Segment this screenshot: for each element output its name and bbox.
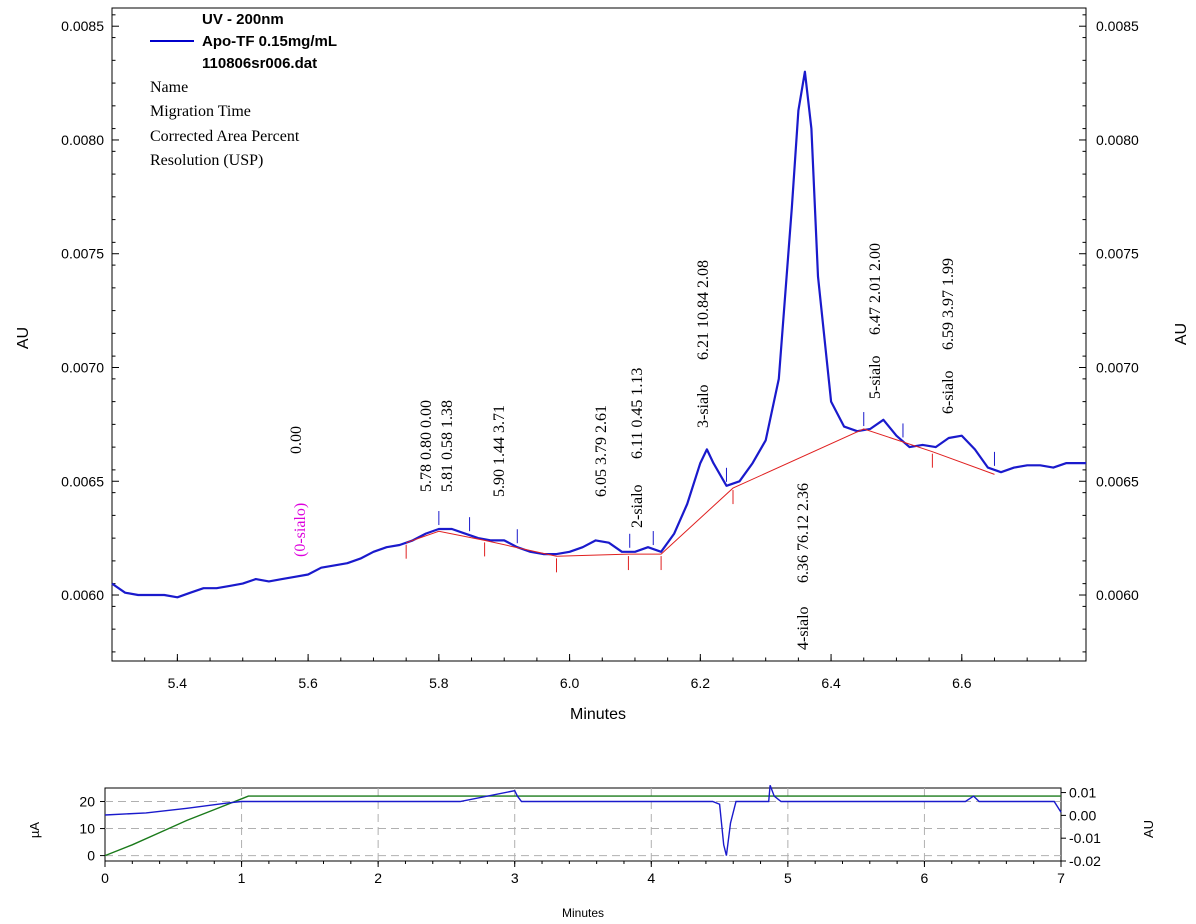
y-tick-label: 0.0085 xyxy=(61,18,104,34)
peak-values-4-sialo: 6.36 76.12 2.36 xyxy=(795,483,812,583)
y-tick-label: 0.0060 xyxy=(61,587,104,603)
overview-x-axis-label: Minutes xyxy=(562,906,604,920)
overview-y-tick-label: 0 xyxy=(87,848,95,864)
overview-y-tick-label: 20 xyxy=(79,794,95,810)
legend-field-resolution: Resolution (USP) xyxy=(150,152,263,169)
peak-annotations: (0-sialo) 0.00 5.78 0.80 0.00 5.81 0.58 1.3… xyxy=(288,243,957,650)
baseline-line xyxy=(406,428,995,557)
peak-label-3-sialo: 3-sialo xyxy=(695,384,712,428)
main-x-axis-label: Minutes xyxy=(570,706,626,723)
x-tick-label: 6.2 xyxy=(691,675,711,691)
main-series-lines xyxy=(111,70,1086,599)
peak-values-5-81: 5.81 0.58 1.38 xyxy=(439,400,456,492)
main-x-axis: 5.4 5.6 5.8 6.0 6.2 6.4 6.6 xyxy=(111,654,1061,691)
x-tick-label: 6.6 xyxy=(952,675,972,691)
main-y-axis: 0.0060 0.0060 0.0065 0.0065 0.0070 0.0070 0.00… xyxy=(61,14,1139,653)
overview-x-tick-label: 2 xyxy=(374,870,382,886)
overview-y-tick-label: 10 xyxy=(79,821,95,837)
legend: UV - 200nm Apo-TF 0.15mg/mL 110806sr006.… xyxy=(150,11,337,169)
x-tick-label: 5.8 xyxy=(429,675,449,691)
peak-values-5-90: 5.90 1.44 3.71 xyxy=(491,405,508,497)
peak-label-6-sialo: 6-sialo xyxy=(940,370,957,414)
overview-x-tick-label: 0 xyxy=(101,870,109,886)
peak-values-0-sialo: 0.00 xyxy=(288,426,305,454)
peak-values-5-78: 5.78 0.80 0.00 xyxy=(418,400,435,492)
y-tick-label: 0.0070 xyxy=(61,359,104,375)
current-trace-line xyxy=(104,795,1061,857)
overview-y-axis-left: 0 10 20 xyxy=(79,794,105,864)
overview-plot-frame xyxy=(104,787,1062,862)
legend-field-area-percent: Corrected Area Percent xyxy=(150,128,300,145)
peak-label-0-sialo: (0-sialo) xyxy=(292,503,309,557)
peak-values-5-sialo: 6.47 2.01 2.00 xyxy=(867,243,884,335)
y-tick-label: 0.0075 xyxy=(61,246,104,262)
overview-au-trace-line xyxy=(104,785,1062,856)
y-tick-label: 0.0080 xyxy=(61,132,104,148)
overview-series-lines xyxy=(104,785,1062,857)
peak-label-5-sialo: 5-sialo xyxy=(867,355,884,399)
legend-detector: UV - 200nm xyxy=(202,11,284,28)
main-y-axis-label-right: AU xyxy=(1173,323,1190,345)
overview-y-axis-label-right: AU xyxy=(1141,820,1156,838)
x-tick-label: 6.0 xyxy=(560,675,580,691)
legend-sample: Apo-TF 0.15mg/mL xyxy=(202,33,337,50)
overview-x-tick-label: 4 xyxy=(647,870,655,886)
y-tick-label-right: 0.0085 xyxy=(1096,18,1139,34)
overview-x-axis: 0 1 2 3 4 5 6 7 xyxy=(101,861,1065,886)
legend-field-name: Name xyxy=(150,79,188,96)
overview-x-tick-label: 3 xyxy=(511,870,519,886)
main-plot-frame xyxy=(111,7,1087,662)
overview-x-tick-label: 7 xyxy=(1057,870,1065,886)
peak-values-6-05: 6.05 3.79 2.61 xyxy=(593,405,610,497)
peak-label-4-sialo: 4-sialo xyxy=(795,606,812,650)
y-tick-label-right: 0.0070 xyxy=(1096,359,1139,375)
x-tick-label: 5.4 xyxy=(168,675,188,691)
y-tick-label-right: 0.0080 xyxy=(1096,132,1139,148)
peak-values-2-sialo: 6.11 0.45 1.13 xyxy=(629,368,646,459)
overview-y-tick-label-right: 0.00 xyxy=(1069,807,1096,823)
main-y-axis-label: AU xyxy=(15,327,32,349)
overview-y-axis-label: µA xyxy=(27,822,42,838)
legend-file: 110806sr006.dat xyxy=(202,55,317,72)
overview-y-axis-right: 0.01 0.00 -0.01 -0.02 xyxy=(1061,785,1101,869)
y-tick-label-right: 0.0075 xyxy=(1096,246,1139,262)
overview-x-tick-label: 6 xyxy=(921,870,929,886)
overview-y-tick-label-right: -0.01 xyxy=(1069,830,1101,846)
overview-x-tick-label: 5 xyxy=(784,870,792,886)
peak-values-6-sialo: 6.59 3.97 1.99 xyxy=(940,258,957,350)
x-tick-label: 6.4 xyxy=(821,675,841,691)
overview-grid xyxy=(105,788,1061,861)
peak-markers xyxy=(405,412,995,573)
au-trace-line xyxy=(111,70,1086,599)
peak-values-3-sialo: 6.21 10.84 2.08 xyxy=(695,260,712,360)
y-tick-label-right: 0.0065 xyxy=(1096,473,1139,489)
overview-x-tick-label: 1 xyxy=(238,870,246,886)
y-tick-label: 0.0065 xyxy=(61,473,104,489)
legend-field-migration-time: Migration Time xyxy=(150,103,251,120)
peak-label-2-sialo: 2-sialo xyxy=(629,484,646,528)
x-tick-label: 5.6 xyxy=(298,675,318,691)
y-tick-label-right: 0.0060 xyxy=(1096,587,1139,603)
overview-y-tick-label-right: 0.01 xyxy=(1069,785,1096,801)
overview-y-tick-label-right: -0.02 xyxy=(1069,853,1101,869)
